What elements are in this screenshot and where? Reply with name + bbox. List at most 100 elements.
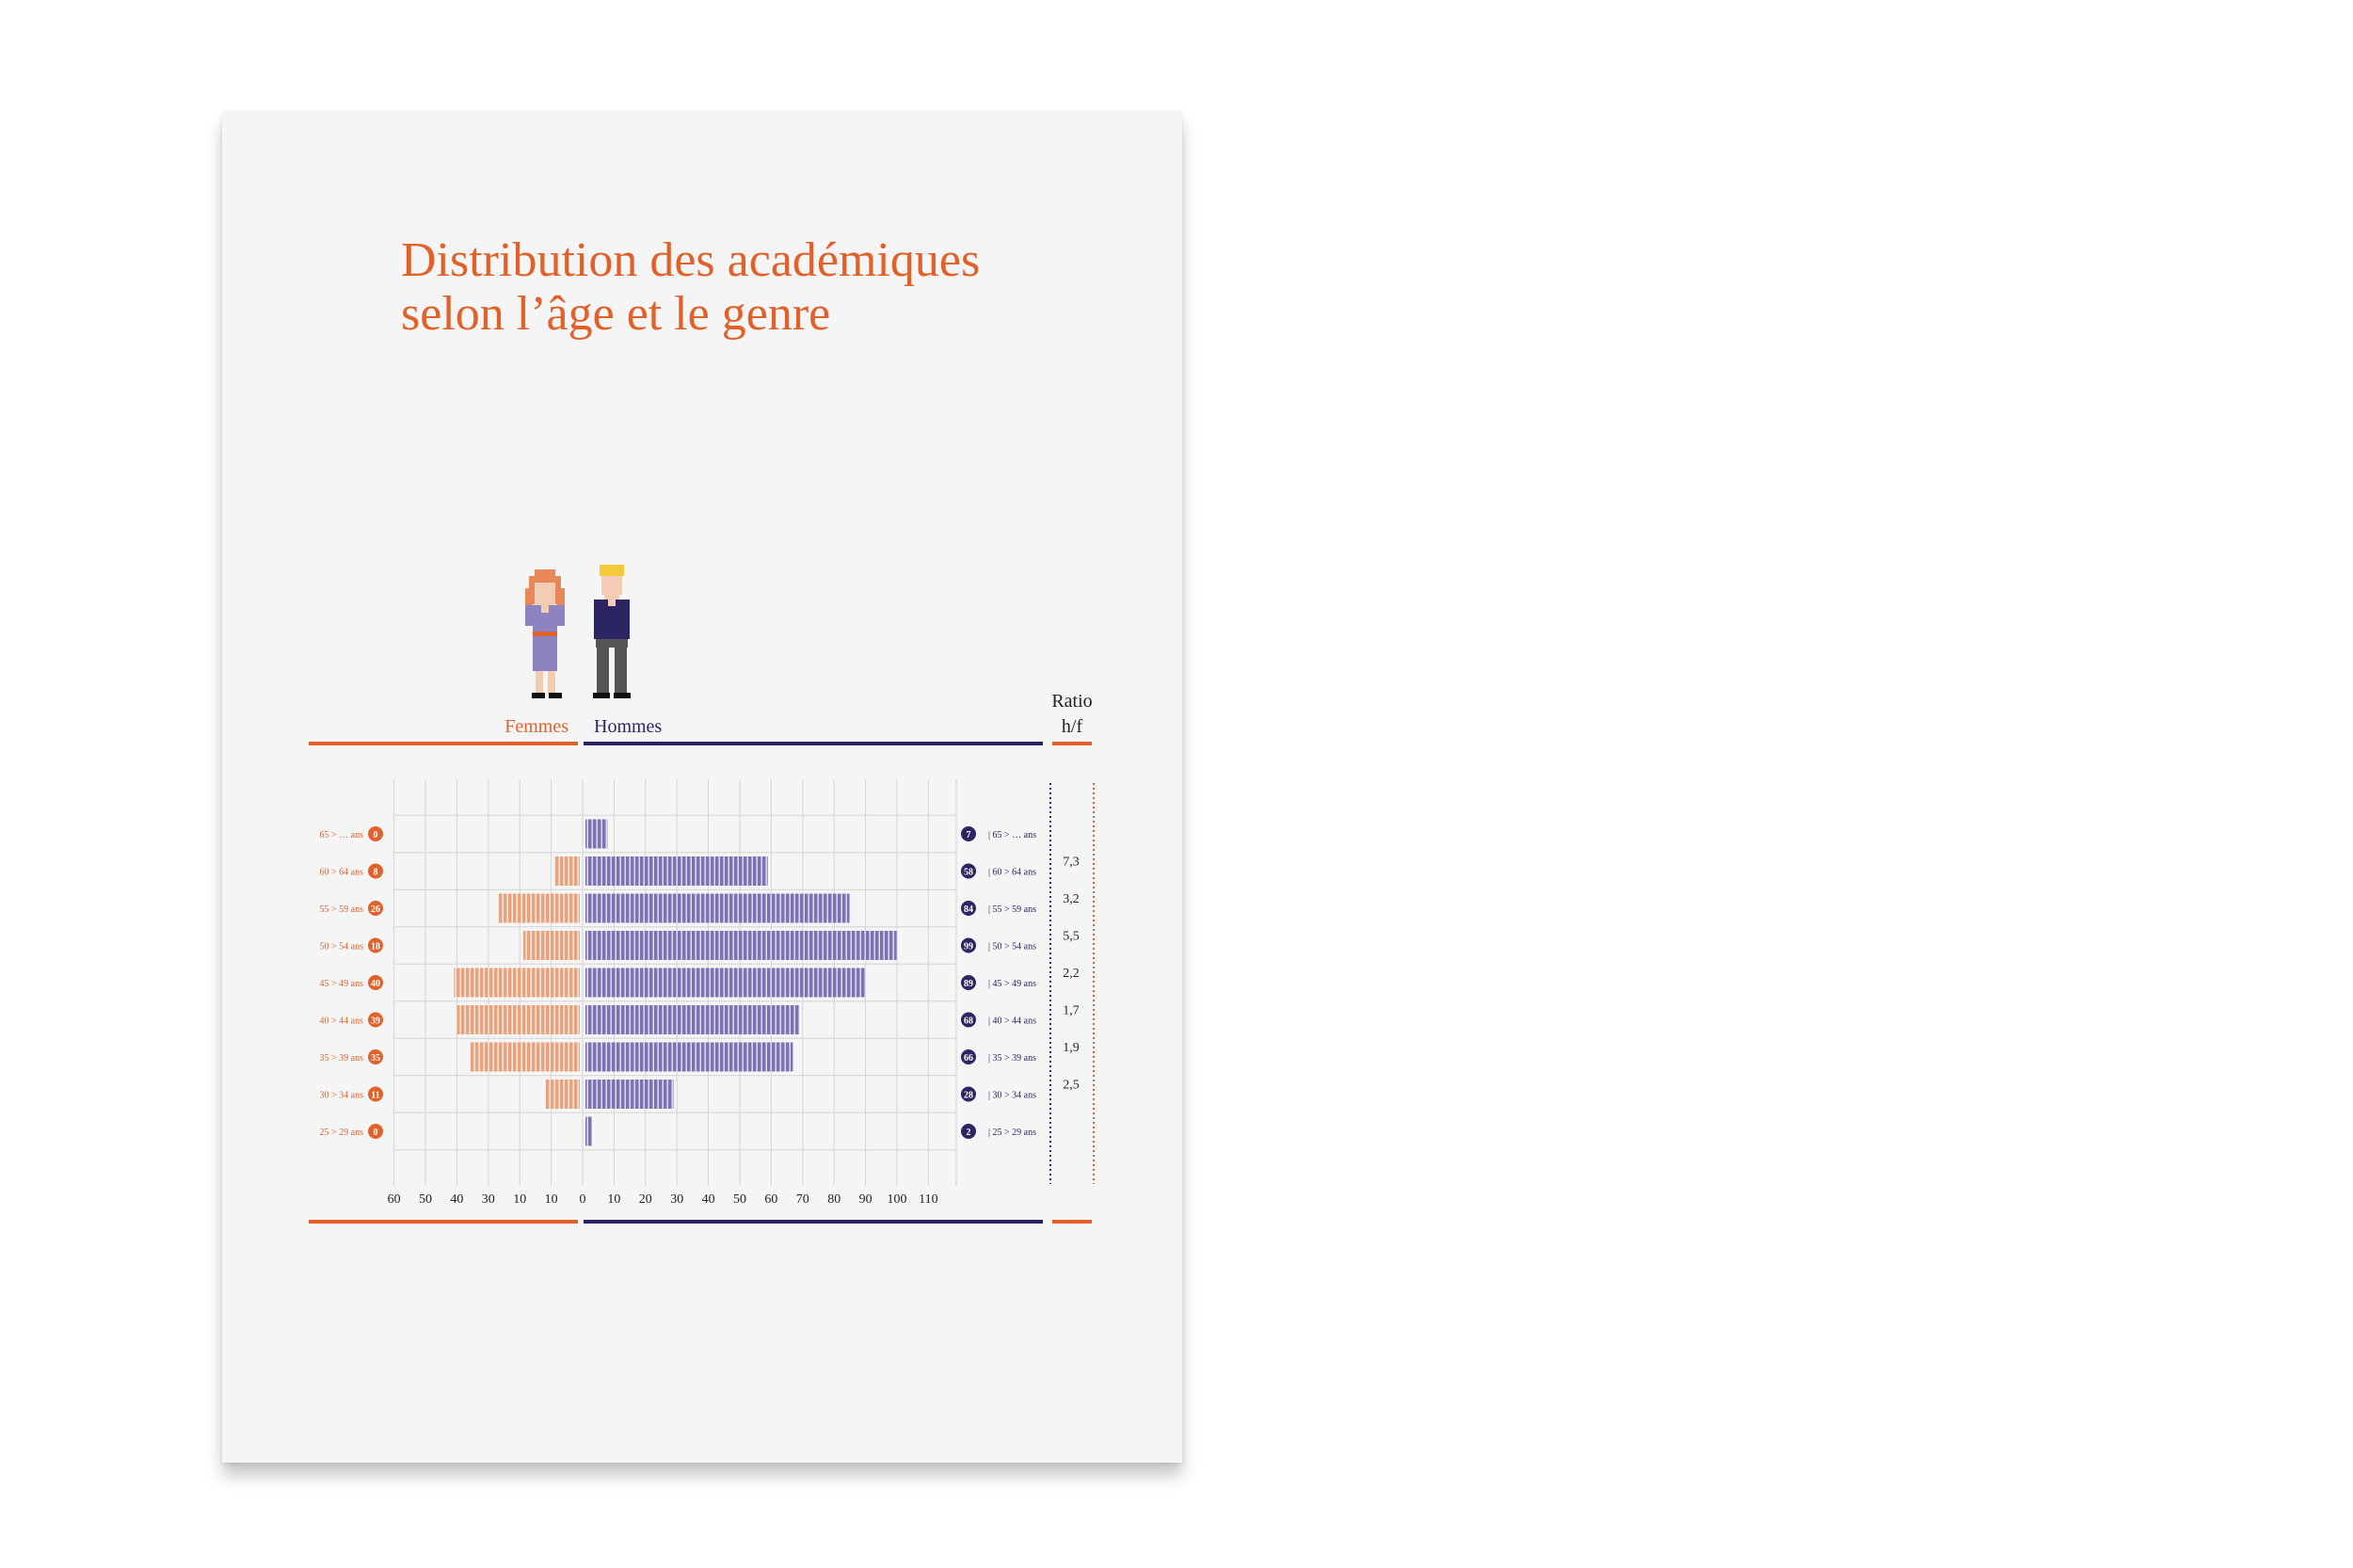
women-count-label: 26	[371, 904, 380, 915]
axis-tick-left: 10	[545, 1192, 558, 1207]
men-count-badge	[961, 826, 976, 841]
men-age-label: | 50 > 54 ans	[988, 942, 1036, 952]
chart-axis-ticks: 60 50 40 30 10 10 0 10 20 30 40 50 60 70 80 90 100 110	[388, 1192, 938, 1207]
men-count-label: 7	[967, 830, 971, 840]
legend-women: Femmes	[504, 716, 568, 737]
men-bar	[585, 819, 608, 849]
axis-tick-right: 30	[670, 1192, 683, 1207]
women-bar	[498, 893, 580, 923]
women-count-label: 0	[374, 1128, 378, 1138]
chart-bars	[454, 819, 897, 1146]
women-count-label: 40	[371, 979, 380, 989]
women-count-badge	[368, 937, 383, 953]
men-count-badge	[961, 1012, 976, 1028]
men-age-label: | 55 > 59 ans	[988, 904, 1036, 915]
ratio-value: 7,3	[1063, 856, 1080, 870]
women-count-badge	[368, 901, 383, 916]
women-age-label: 45 > 49 ans	[320, 979, 364, 989]
men-age-label: | 25 > 29 ans	[988, 1128, 1036, 1138]
axis-tick-right: 70	[796, 1192, 809, 1207]
men-count-badge	[961, 975, 976, 990]
women-bar	[545, 1080, 580, 1109]
women-age-label: 40 > 44 ans	[320, 1016, 364, 1027]
ratio-value: 1,9	[1063, 1041, 1080, 1055]
men-count-badge	[961, 901, 976, 916]
women-count-label: 39	[371, 1016, 380, 1027]
men-count-label: 99	[964, 942, 973, 952]
women-count-label: 18	[371, 942, 380, 952]
axis-tick-right: 90	[859, 1192, 872, 1207]
ratio-value: 2,5	[1063, 1079, 1080, 1093]
men-bar	[585, 1080, 674, 1109]
men-age-label: | 40 > 44 ans	[988, 1016, 1036, 1027]
women-age-label: 35 > 39 ans	[320, 1053, 364, 1064]
axis-tick-left: 10	[513, 1192, 526, 1207]
women-count-badge	[368, 1124, 383, 1139]
men-count-label: 2	[967, 1128, 971, 1138]
women-count-badge	[368, 1012, 383, 1028]
men-count-badge	[961, 1124, 976, 1139]
men-age-label: | 65 > … ans	[988, 830, 1036, 840]
axis-tick-right: 10	[607, 1192, 620, 1207]
men-age-label: | 60 > 64 ans	[988, 868, 1036, 878]
women-count-label: 35	[371, 1053, 380, 1064]
men-count-label: 28	[964, 1091, 973, 1101]
axis-tick-left: 30	[482, 1192, 495, 1207]
men-bar	[585, 1005, 800, 1034]
men-count-label: 68	[964, 1016, 973, 1027]
men-count-label: 84	[964, 904, 973, 915]
chart-title: Distribution des académiques selon l’âge…	[401, 233, 1173, 341]
poster-sheet	[222, 111, 1182, 1463]
men-bar	[585, 856, 768, 886]
men-count-badge	[961, 863, 976, 879]
axis-tick-left: 40	[450, 1192, 463, 1207]
men-age-label: | 30 > 34 ans	[988, 1091, 1036, 1101]
men-count-label: 89	[964, 979, 973, 989]
axis-tick-right: 110	[919, 1192, 937, 1207]
women-count-badge	[368, 826, 383, 841]
women-age-label: 30 > 34 ans	[320, 1091, 364, 1101]
axis-tick-right: 0	[580, 1192, 586, 1207]
axis-tick-right: 20	[639, 1192, 652, 1207]
women-age-label: 55 > 59 ans	[320, 904, 364, 915]
axis-tick-right: 40	[702, 1192, 715, 1207]
axis-tick-left: 50	[419, 1192, 432, 1207]
axis-tick-right: 50	[733, 1192, 746, 1207]
women-bar	[522, 931, 580, 960]
ratio-value: 3,2	[1063, 892, 1080, 906]
axis-tick-right: 80	[827, 1192, 840, 1207]
women-bar	[454, 968, 580, 998]
women-count-label: 0	[374, 830, 378, 840]
ratio-value: 2,2	[1063, 967, 1080, 981]
chart-row-labels: 65 > … ans 0 7 | 65 > … ans 60 > 64 ans 8 58 | …	[320, 826, 1080, 1139]
men-bar	[585, 1116, 592, 1146]
ratio-value: 5,5	[1063, 930, 1080, 944]
ratio-header-line-1: Ratio	[1051, 691, 1092, 712]
women-age-label: 50 > 54 ans	[320, 942, 364, 952]
women-count-badge	[368, 1049, 383, 1064]
men-count-badge	[961, 1086, 976, 1102]
women-age-label: 65 > … ans	[320, 830, 364, 840]
men-age-label: | 35 > 39 ans	[988, 1053, 1036, 1064]
women-age-label: 25 > 29 ans	[320, 1128, 364, 1138]
men-bar	[585, 893, 850, 923]
woman-figure-icon	[525, 569, 565, 698]
women-count-badge	[368, 863, 383, 879]
axis-tick-right: 100	[888, 1192, 907, 1207]
man-figure-icon	[593, 565, 631, 698]
men-count-badge	[961, 937, 976, 953]
axis-tick-right: 60	[764, 1192, 777, 1207]
men-count-badge	[961, 1049, 976, 1064]
chart-title-line-1: Distribution des académiques	[401, 233, 981, 287]
women-bar	[456, 1005, 580, 1034]
women-count-badge	[368, 975, 383, 990]
legend-men: Hommes	[594, 716, 662, 737]
women-count-label: 8	[374, 868, 378, 878]
men-age-label: | 45 > 49 ans	[988, 979, 1036, 989]
ratio-value: 1,7	[1063, 1004, 1080, 1018]
men-bar	[585, 968, 866, 998]
chart-title-line-2: selon l’âge et le genre	[401, 287, 831, 341]
women-bar	[554, 856, 580, 886]
men-bar	[585, 931, 897, 960]
